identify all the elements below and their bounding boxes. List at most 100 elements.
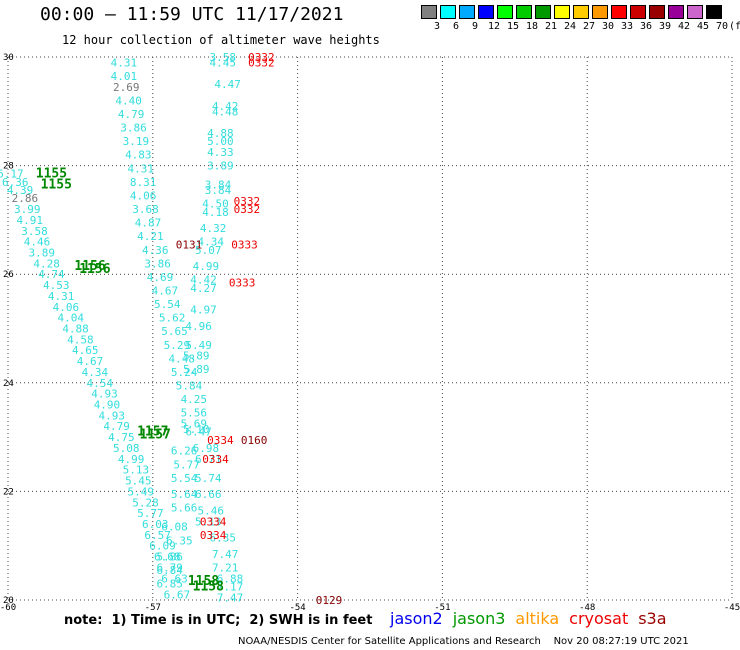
- legend-label: 30: [601, 21, 615, 32]
- wave-height-value: 4.36: [142, 244, 169, 257]
- wave-height-value: 4.65: [72, 344, 99, 357]
- wave-height-value: 4.79: [118, 108, 145, 121]
- pass-time-label: 1157: [137, 425, 168, 440]
- lon-tick-label: -54: [289, 603, 305, 613]
- wave-height-value: 7.21: [212, 561, 239, 574]
- legend-swatch: [573, 5, 589, 19]
- wave-height-value: 8.31: [130, 176, 157, 189]
- legend-label: 39: [658, 21, 672, 32]
- wave-height-value: 5.08: [113, 442, 140, 455]
- pass-time-label: 0332: [234, 195, 261, 208]
- wave-height-value: 6.26: [171, 445, 198, 458]
- wave-height-value: 4.58: [67, 333, 94, 346]
- wave-height-value: 3.84: [205, 179, 232, 192]
- wave-height-value: 6.36: [2, 176, 29, 189]
- wave-height-value: 2.86: [12, 192, 39, 205]
- wave-height-value: 5.29: [164, 339, 191, 352]
- satellite-name: jason3: [452, 609, 506, 628]
- pass-time-label: 0333: [229, 276, 256, 289]
- wave-height-value: 5.24: [171, 366, 198, 379]
- wave-height-value: 4.48: [169, 352, 196, 365]
- pass-time-label: 1155: [41, 178, 72, 193]
- pass-time-label: 1155: [36, 167, 67, 182]
- pass-time-label: 0160: [241, 434, 268, 447]
- wave-height-value: 6.67: [164, 589, 191, 602]
- credit-line: NOAA/NESDIS Center for Satellite Applica…: [238, 636, 689, 647]
- pass-time-label: 1156: [79, 262, 110, 277]
- legend-swatch: [421, 5, 437, 19]
- legend-swatch: [440, 5, 456, 19]
- legend-label: 6: [452, 21, 460, 32]
- wave-height-value: 4.21: [137, 230, 164, 243]
- wave-height-value: 4.31: [127, 162, 154, 175]
- wave-height-value: 5.46: [197, 504, 224, 517]
- observation-labels: 4.314.012.694.404.793.863.194.834.318.31…: [0, 51, 342, 607]
- wave-height-value: 7.17: [217, 580, 244, 593]
- wave-height-value: 2.69: [113, 81, 140, 94]
- legend-swatch: [516, 5, 532, 19]
- wave-height-value: 4.87: [135, 217, 162, 230]
- legend-swatch: [497, 5, 513, 19]
- pass-time-label: 0332: [248, 51, 275, 64]
- legend-label: 42: [677, 21, 691, 32]
- wave-height-value: 5.45: [125, 475, 152, 488]
- wave-height-value: 5.56: [181, 407, 208, 420]
- wave-height-value: 4.34: [197, 236, 224, 249]
- wave-height-value: 6.79: [156, 561, 183, 574]
- wave-height-value: 4.93: [99, 409, 126, 422]
- wave-height-value: 3.68: [132, 203, 159, 216]
- wave-height-value: 6.98: [193, 442, 220, 455]
- wave-height-value: 3.99: [14, 203, 41, 216]
- legend-swatch: [611, 5, 627, 19]
- wave-height-value: 5.89: [183, 363, 210, 376]
- wave-height-value: 4.45: [210, 56, 237, 69]
- wave-height-value: 4.97: [190, 303, 217, 316]
- wave-height-value: 5.10: [183, 423, 210, 436]
- wave-height-value: 6.08: [161, 521, 188, 534]
- wave-height-value: 5.62: [159, 312, 186, 325]
- wave-height-value: 4.99: [118, 453, 145, 466]
- wave-height-value: 3.86: [120, 122, 147, 135]
- lon-tick-label: -51: [434, 603, 450, 613]
- legend-swatch: [630, 5, 646, 19]
- legend-label: 36: [639, 21, 653, 32]
- wave-height-value: 4.42: [212, 100, 239, 113]
- wave-height-value: 4.75: [108, 431, 135, 444]
- wave-height-value: 4.04: [57, 312, 84, 325]
- legend-label: 9: [471, 21, 479, 32]
- wave-height-value: 4.32: [200, 222, 227, 235]
- pass-time-label: 1158: [188, 574, 219, 589]
- wave-height-value: 4.67: [77, 355, 104, 368]
- lat-tick-label: 20: [3, 596, 14, 606]
- wave-height-value: 5.13: [195, 515, 222, 528]
- wave-height-value: 5.69: [181, 418, 208, 431]
- legend-label: 45: [696, 21, 710, 32]
- units-note: note: 1) Time is in UTC; 2) SWH is in fe…: [64, 613, 373, 628]
- wave-height-value: 3.86: [144, 257, 171, 270]
- wave-height-value: 4.88: [62, 323, 89, 336]
- satellite-name: cryosat: [569, 609, 629, 628]
- wave-height-value: 5.64: [171, 488, 198, 501]
- wave-height-value: 4.90: [94, 399, 121, 412]
- lon-tick-label: -48: [579, 603, 595, 613]
- pass-time-label: 0333: [231, 238, 258, 251]
- wave-height-value: 4.74: [38, 268, 65, 281]
- legend-swatch: [687, 5, 703, 19]
- wave-height-value: 4.83: [125, 149, 152, 162]
- wave-height-value: 6.84: [156, 564, 183, 577]
- wave-height-value: 4.25: [181, 393, 208, 406]
- wave-height-value: 4.42: [190, 274, 217, 287]
- legend-swatch: [592, 5, 608, 19]
- legend-label: 21: [544, 21, 558, 32]
- legend-label: 27: [582, 21, 596, 32]
- wave-height-value: 4.31: [48, 290, 75, 303]
- wave-height-value: 3.89: [29, 246, 56, 259]
- wave-height-value: 7.47: [212, 548, 239, 561]
- wave-height-value: 6.57: [144, 529, 171, 542]
- legend-label: 18: [525, 21, 539, 32]
- wave-height-value: 3.58: [21, 225, 48, 238]
- wave-height-value: 4.99: [193, 260, 220, 273]
- lat-lon-grid: [7, 56, 733, 601]
- page-title: 00:00 – 11:59 UTC 11/17/2021: [40, 4, 344, 25]
- legend-label: 12: [487, 21, 501, 32]
